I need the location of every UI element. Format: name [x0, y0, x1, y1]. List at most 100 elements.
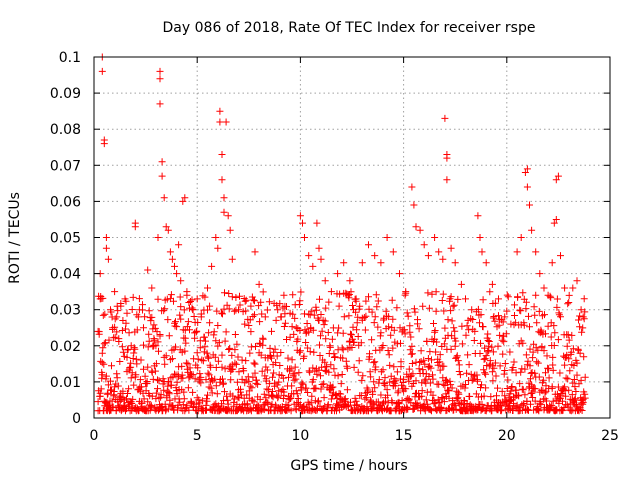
data-point — [420, 356, 428, 364]
data-point — [227, 376, 235, 384]
data-point — [477, 311, 485, 319]
data-point — [492, 372, 500, 380]
data-point — [445, 394, 453, 402]
data-point — [276, 362, 284, 369]
data-point — [258, 310, 266, 318]
data-point — [168, 255, 176, 263]
data-point — [426, 406, 434, 414]
data-point — [167, 381, 175, 389]
data-point — [232, 360, 240, 368]
data-point — [392, 377, 400, 385]
data-point — [215, 339, 223, 347]
data-point — [306, 348, 314, 356]
data-point — [340, 313, 348, 321]
data-point — [156, 331, 164, 338]
data-point — [202, 337, 209, 345]
data-point — [349, 302, 356, 309]
data-point — [268, 354, 275, 362]
data-point — [255, 280, 263, 288]
data-point — [136, 376, 144, 384]
data-point — [273, 352, 281, 360]
data-point — [424, 289, 432, 297]
data-point — [132, 371, 140, 379]
data-point — [118, 343, 126, 351]
data-point — [347, 288, 355, 296]
data-point — [118, 327, 126, 334]
data-point — [285, 396, 293, 404]
data-point — [354, 333, 362, 340]
data-point — [540, 347, 548, 355]
data-point — [148, 368, 156, 376]
data-point — [553, 295, 561, 303]
data-point — [272, 316, 280, 324]
data-point — [208, 262, 216, 270]
data-point — [479, 296, 487, 304]
data-point — [216, 118, 224, 126]
data-point — [358, 376, 366, 384]
data-point — [357, 339, 365, 347]
data-point — [430, 400, 438, 408]
data-point — [94, 327, 102, 335]
data-point — [386, 361, 394, 369]
data-point — [281, 319, 289, 327]
data-point — [526, 345, 534, 353]
data-point — [579, 324, 587, 332]
data-point — [397, 339, 404, 347]
data-point — [158, 158, 166, 166]
data-point — [194, 319, 202, 326]
data-point — [481, 355, 489, 363]
data-point — [228, 293, 236, 301]
data-point — [240, 367, 248, 375]
data-point — [266, 344, 274, 352]
data-point — [214, 322, 222, 329]
data-point — [151, 324, 159, 332]
data-point — [401, 330, 409, 338]
data-point — [481, 369, 489, 377]
data-point — [292, 375, 300, 383]
data-point — [228, 351, 236, 359]
data-point — [447, 293, 455, 301]
data-point — [280, 291, 288, 299]
data-point — [148, 313, 156, 321]
data-point — [246, 406, 254, 414]
data-point — [554, 336, 562, 344]
data-point — [577, 306, 585, 314]
data-point — [242, 307, 250, 315]
data-point — [334, 372, 342, 380]
data-point — [456, 400, 464, 408]
data-point — [371, 252, 379, 260]
data-point — [410, 201, 418, 209]
data-point — [133, 326, 141, 334]
data-point — [317, 385, 325, 393]
data-point — [259, 288, 267, 296]
data-point — [521, 391, 529, 399]
data-points — [94, 53, 589, 415]
data-point — [130, 381, 138, 389]
data-point — [251, 248, 259, 256]
data-point — [148, 284, 156, 292]
data-point — [231, 331, 239, 338]
data-point — [487, 393, 495, 401]
data-point — [517, 368, 525, 376]
data-point — [436, 351, 444, 359]
data-point — [356, 302, 364, 310]
data-point — [206, 319, 214, 327]
data-point — [453, 353, 461, 361]
data-point — [144, 266, 152, 274]
data-point — [315, 244, 323, 252]
data-point — [331, 371, 339, 379]
data-point — [230, 307, 238, 315]
data-point — [305, 310, 313, 318]
data-point — [355, 357, 363, 365]
data-point — [486, 357, 494, 365]
data-point — [552, 176, 560, 184]
data-point — [463, 322, 471, 330]
data-point — [155, 377, 163, 385]
data-point — [386, 378, 394, 386]
data-point — [568, 391, 576, 399]
data-point — [519, 386, 527, 394]
data-point — [358, 259, 366, 267]
data-point — [389, 344, 397, 352]
data-point — [490, 313, 498, 320]
data-point — [384, 347, 392, 354]
